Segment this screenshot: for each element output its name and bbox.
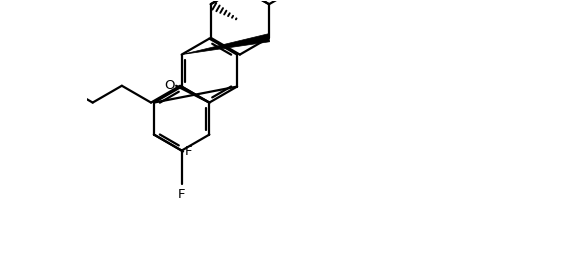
Text: F: F — [185, 145, 192, 158]
Polygon shape — [182, 34, 270, 55]
Text: O: O — [165, 79, 175, 92]
Text: F: F — [178, 188, 185, 201]
